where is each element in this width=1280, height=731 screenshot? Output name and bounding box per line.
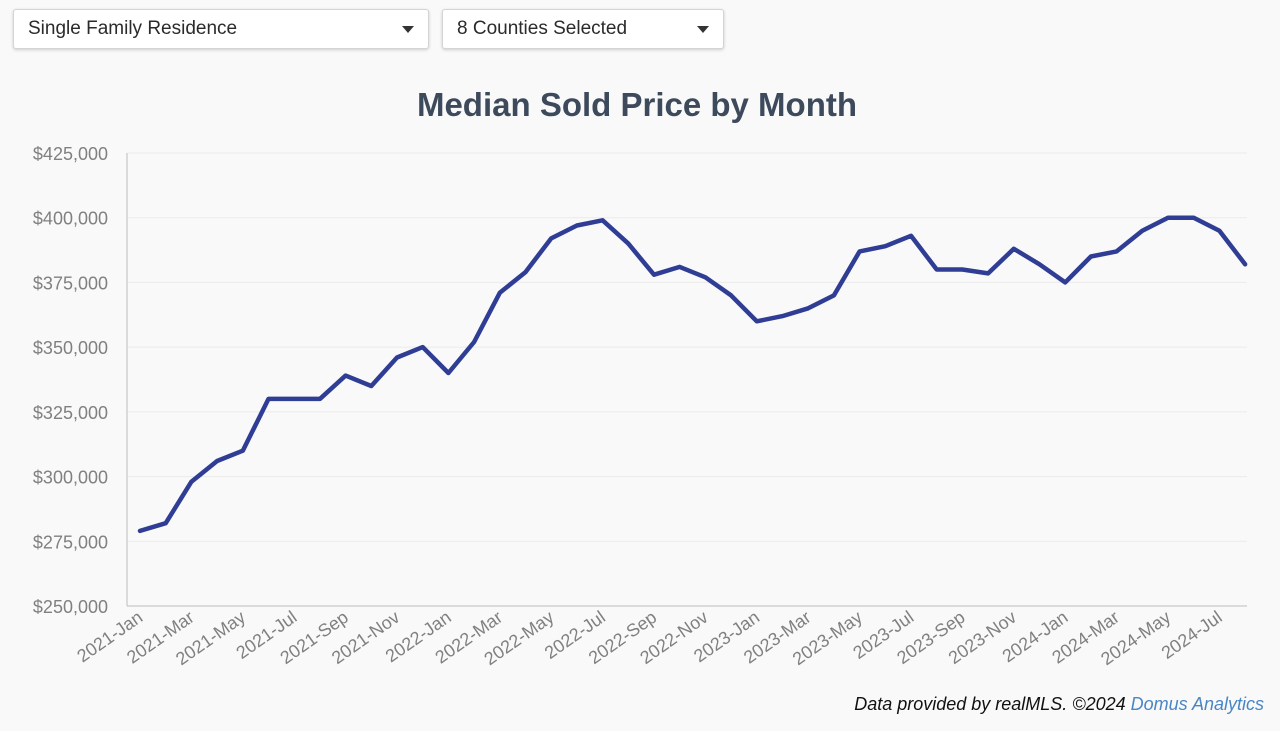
chart-title: Median Sold Price by Month <box>417 86 857 123</box>
series-line <box>137 215 1248 534</box>
footer-text: Data provided by realMLS. ©2024 <box>854 694 1131 714</box>
y-tick-label: $400,000 <box>33 209 108 229</box>
property-type-select[interactable]: Single Family Residence <box>13 9 429 49</box>
footer-credit: Data provided by realMLS. ©2024 Domus An… <box>854 694 1264 715</box>
y-tick-label: $325,000 <box>33 403 108 423</box>
y-tick-label: $300,000 <box>33 468 108 488</box>
y-tick-label: $375,000 <box>33 273 108 293</box>
y-tick-label: $275,000 <box>33 532 108 552</box>
caret-down-icon <box>402 25 414 33</box>
y-tick-label: $425,000 <box>33 144 108 164</box>
counties-select[interactable]: 8 Counties Selected <box>442 9 724 49</box>
domus-analytics-link[interactable]: Domus Analytics <box>1130 694 1264 714</box>
caret-down-icon <box>697 25 709 33</box>
y-tick-label: $250,000 <box>33 597 108 617</box>
property-type-value: Single Family Residence <box>28 18 238 39</box>
y-tick-label: $350,000 <box>33 338 108 358</box>
counties-value: 8 Counties Selected <box>457 18 628 39</box>
median-price-chart: Median Sold Price by Month $250,000 $275,0… <box>33 86 1248 669</box>
